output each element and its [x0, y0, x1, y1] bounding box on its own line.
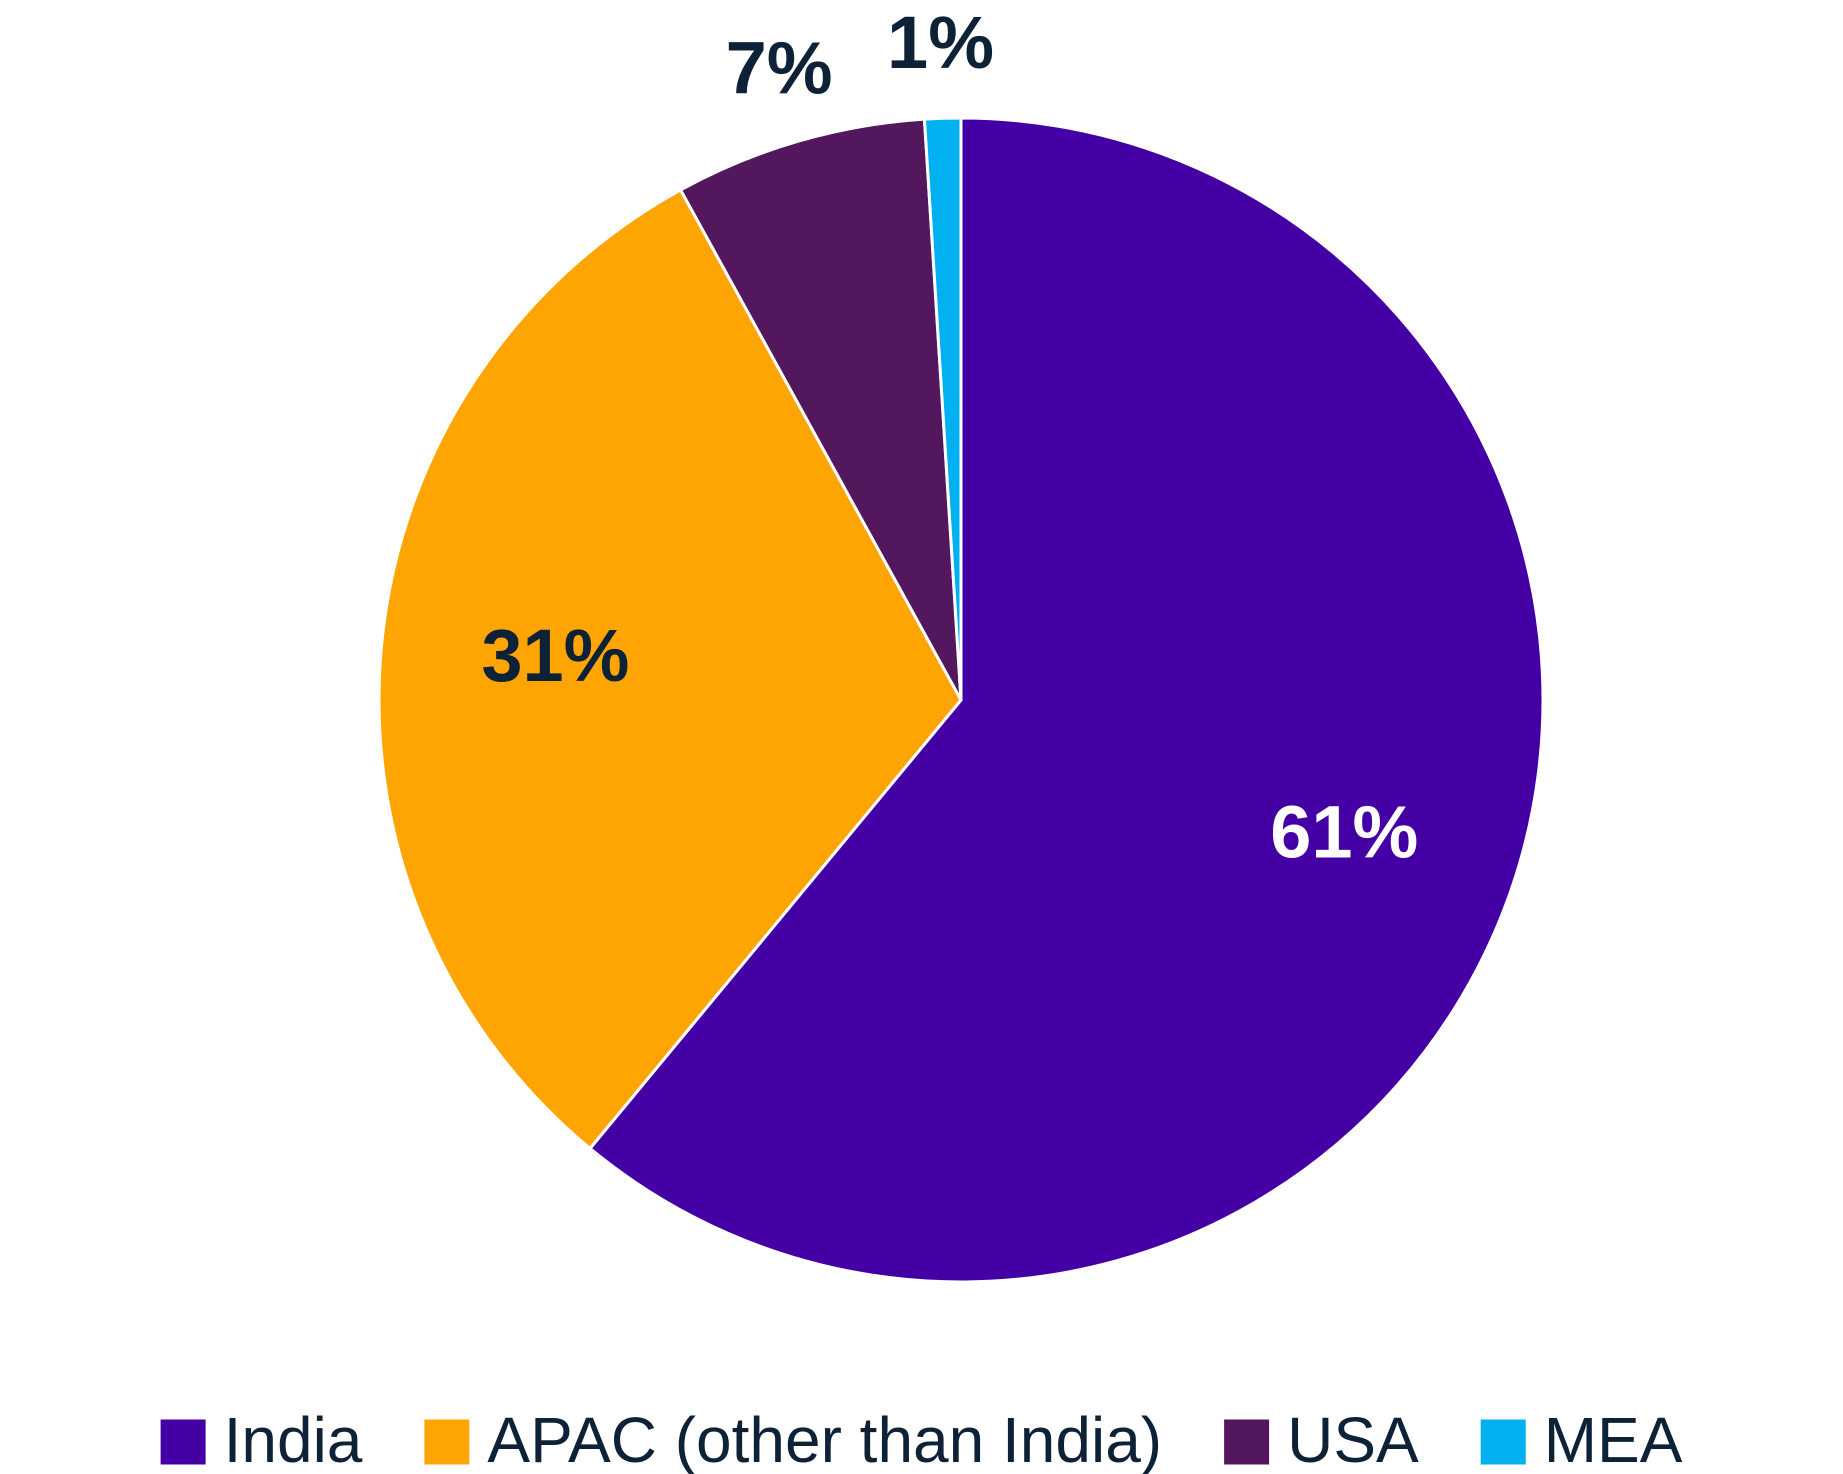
value-label: 1%: [887, 1, 994, 84]
pie-slice: [922, 116, 963, 701]
legend-swatch: [424, 1419, 470, 1465]
legend-label: USA: [1287, 1404, 1419, 1474]
legend-label: India: [224, 1404, 363, 1474]
pie-slice: [377, 187, 963, 1151]
pie-slice: [678, 117, 963, 701]
pie-slice: [587, 116, 1545, 1284]
legend-swatch: [1224, 1419, 1270, 1465]
value-label: 31%: [481, 614, 629, 697]
legend-label: APAC (other than India): [487, 1404, 1162, 1474]
value-label: 7%: [726, 27, 833, 110]
legend-swatch: [160, 1419, 206, 1465]
legend-label: MEA: [1544, 1404, 1683, 1474]
legend-swatch: [1480, 1419, 1526, 1465]
value-label: 61%: [1270, 791, 1418, 874]
